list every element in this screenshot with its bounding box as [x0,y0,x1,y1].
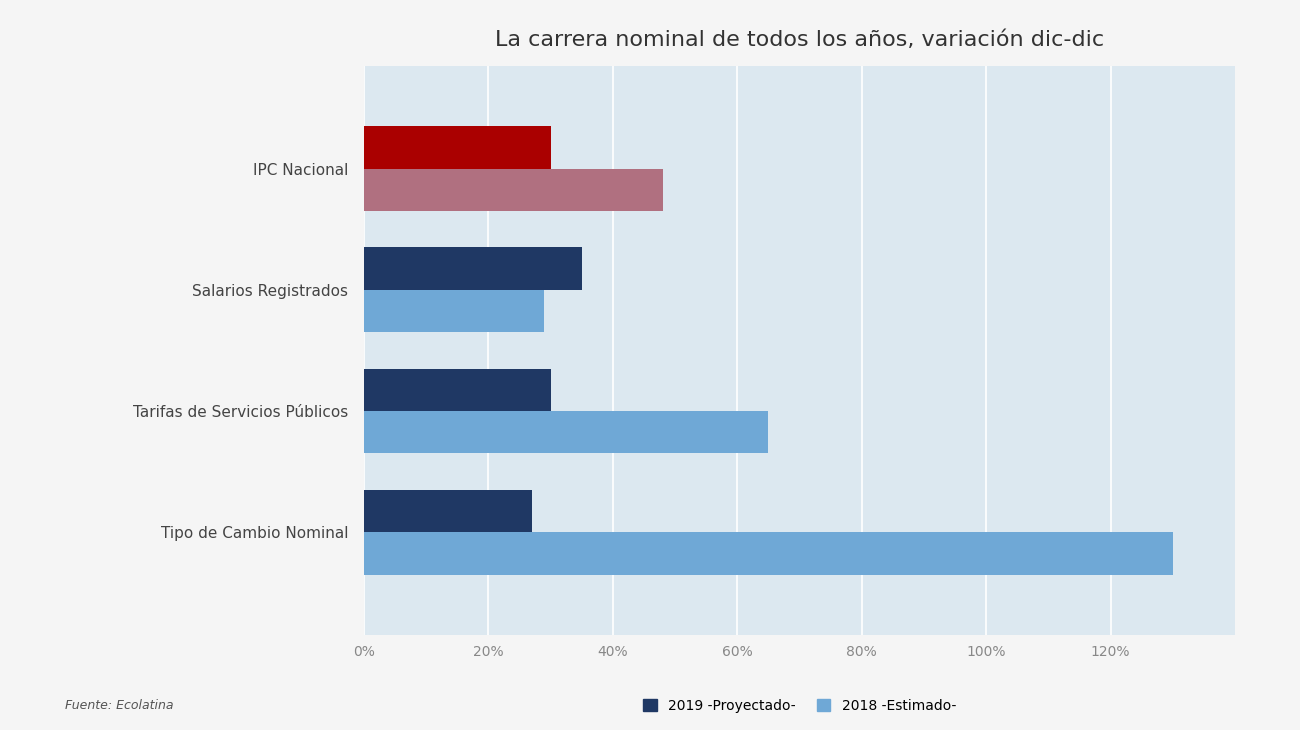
Title: La carrera nominal de todos los años, variación dic-dic: La carrera nominal de todos los años, va… [495,30,1104,50]
Bar [364,290,545,332]
Bar [364,247,582,290]
Legend: 2019 -Proyectado-, 2018 -Estimado-: 2019 -Proyectado-, 2018 -Estimado- [637,694,962,718]
Bar [364,126,551,169]
Bar [364,369,551,411]
Bar [364,490,532,532]
Bar [364,532,1173,575]
Bar [364,411,768,453]
Text: Fuente: Ecolatina: Fuente: Ecolatina [65,699,173,712]
Bar [364,169,663,211]
